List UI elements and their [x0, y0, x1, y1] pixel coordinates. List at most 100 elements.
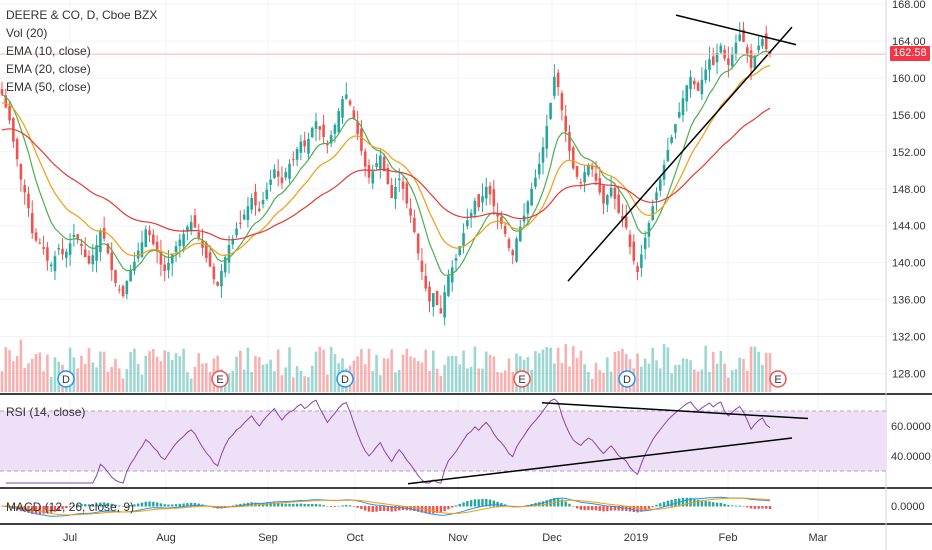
candle-body	[431, 293, 435, 307]
earnings-marker[interactable]	[513, 370, 531, 388]
candle-body	[341, 99, 344, 118]
macd-bar	[602, 506, 605, 512]
event-marker-label: E	[774, 374, 781, 386]
candle-body	[749, 50, 753, 68]
volume-bar	[537, 353, 541, 392]
candle-body	[49, 264, 53, 267]
volume-bar	[647, 363, 651, 392]
volume-bar	[416, 361, 420, 392]
volume-bar	[677, 364, 681, 392]
macd-bar	[38, 506, 42, 515]
volume-bar	[80, 355, 83, 392]
volume-bar	[742, 358, 745, 392]
volume-bar	[284, 367, 288, 392]
macd-bar	[133, 504, 136, 507]
candle-body	[239, 222, 242, 224]
volume-bar	[326, 374, 329, 392]
candle-body	[492, 189, 496, 207]
macd-bar	[178, 503, 182, 507]
trendline	[567, 26, 793, 282]
macd-bar	[329, 506, 333, 507]
price-tick-label: 128.00	[892, 369, 926, 381]
trendline	[675, 14, 797, 46]
candle-body	[503, 225, 507, 235]
time-tick-label: Mar	[809, 532, 828, 544]
macd-bar	[590, 506, 594, 511]
macd-bar	[768, 506, 772, 510]
volume-bar	[186, 372, 189, 392]
candlesticks[interactable]	[0, 21, 772, 326]
macd-bar	[114, 504, 117, 507]
candle-body	[46, 247, 49, 261]
macd-bar	[235, 504, 238, 507]
candle-body	[223, 257, 227, 273]
volume-bar	[727, 377, 730, 392]
macd-tick-label: 0.0000	[891, 501, 925, 513]
volume-bar	[454, 356, 458, 392]
macd-bar	[606, 506, 609, 512]
candle-body	[326, 144, 329, 146]
macd-bar	[443, 506, 446, 512]
macd-bar	[163, 504, 166, 507]
volume-bar	[764, 352, 768, 392]
price-tick-label: 132.00	[892, 332, 926, 344]
macd-bar	[749, 506, 753, 509]
dividend-marker[interactable]	[336, 370, 354, 388]
macd-bar	[549, 499, 552, 507]
candle-body	[515, 238, 518, 262]
volume-bar	[571, 346, 575, 392]
volume-bar	[148, 351, 151, 392]
macd-bar	[696, 499, 700, 507]
macd-label: MACD (12, 26, close, 9)	[6, 500, 135, 514]
candle-body	[689, 76, 692, 90]
candle-body	[511, 250, 515, 256]
volume-bar	[534, 351, 537, 392]
macd-bar	[46, 506, 49, 514]
macd-bar	[284, 503, 287, 507]
macd-bar	[72, 505, 76, 507]
trendlines[interactable]	[0, 14, 886, 485]
macd-bar	[466, 501, 469, 507]
earnings-marker[interactable]	[211, 370, 229, 388]
volume-bar	[450, 355, 454, 392]
earnings-marker[interactable]	[769, 370, 787, 388]
volume-bar	[761, 365, 764, 392]
candle-body	[624, 216, 628, 228]
ema-lines	[1, 50, 771, 276]
volume-bar	[689, 360, 692, 392]
candle-body	[575, 165, 579, 177]
macd-bar	[299, 503, 303, 507]
volume-bar	[530, 369, 533, 392]
macd-bar	[265, 503, 269, 507]
dividend-marker[interactable]	[618, 370, 636, 388]
candle-body	[216, 281, 219, 286]
volume-bar	[257, 357, 261, 392]
macd-bar	[598, 506, 601, 511]
volume-bar	[379, 375, 382, 392]
macd-bar	[182, 503, 185, 507]
candle-body	[83, 249, 87, 258]
macd-bar	[110, 503, 113, 507]
dividend-marker[interactable]	[57, 370, 75, 388]
candle-body	[15, 139, 19, 160]
volume-bar	[734, 369, 738, 392]
candle-body	[583, 172, 586, 183]
volume-bar	[382, 358, 386, 392]
macd-bar	[140, 502, 144, 507]
volume-bar	[458, 364, 462, 392]
volume-bar	[375, 354, 378, 392]
candle-body	[27, 193, 30, 209]
macd-bar	[485, 499, 488, 507]
volume-bar	[553, 363, 556, 392]
candle-body	[500, 216, 503, 224]
candle-body	[356, 121, 359, 135]
legend: DEERE & CO, D, Cboe BZX Vol (20) EMA (10…	[6, 6, 157, 96]
candle-body	[397, 178, 401, 181]
volume-bar	[170, 359, 174, 392]
volume-bar	[42, 371, 45, 392]
volume-bar	[95, 367, 98, 392]
macd-bar	[587, 506, 590, 511]
volume-bar	[329, 346, 333, 392]
